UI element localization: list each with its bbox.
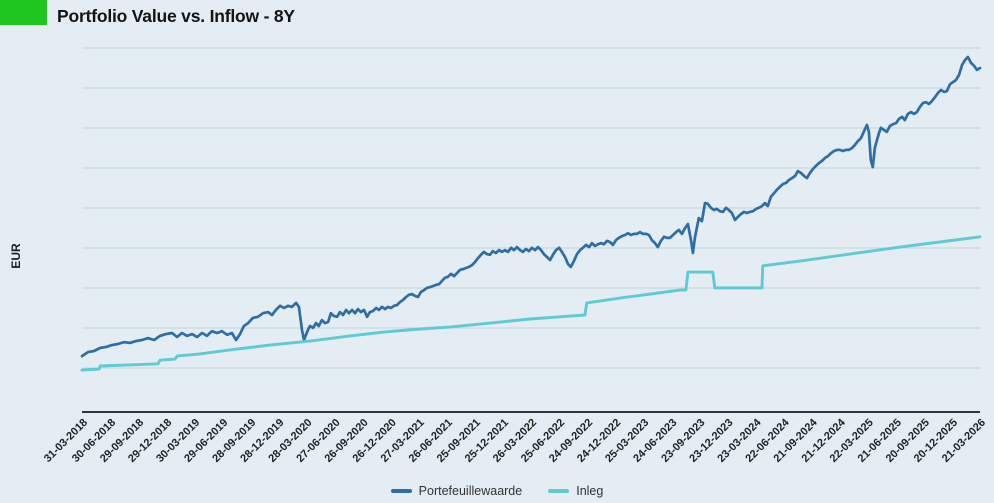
portfolio-value-line: [80, 55, 982, 358]
legend: Portefeuillewaarde Inleg: [0, 484, 994, 498]
inflow-line-swatch: [548, 489, 570, 493]
inflow-line: [80, 235, 982, 372]
legend-label-inflow: Inleg: [576, 484, 604, 498]
portfolio-line-swatch: [390, 489, 412, 493]
legend-item-inflow[interactable]: Inleg: [548, 484, 603, 498]
x-tick-labels: 31-03-201830-06-201829-09-201829-12-2018…: [42, 416, 988, 465]
legend-item-portfolio[interactable]: Portefeuillewaarde: [390, 484, 523, 498]
brand-green-box: [0, 0, 47, 25]
series-lines: [80, 55, 982, 372]
legend-label-portfolio: Portefeuillewaarde: [418, 484, 523, 498]
chart-title: Portfolio Value vs. Inflow - 8Y: [57, 6, 295, 26]
